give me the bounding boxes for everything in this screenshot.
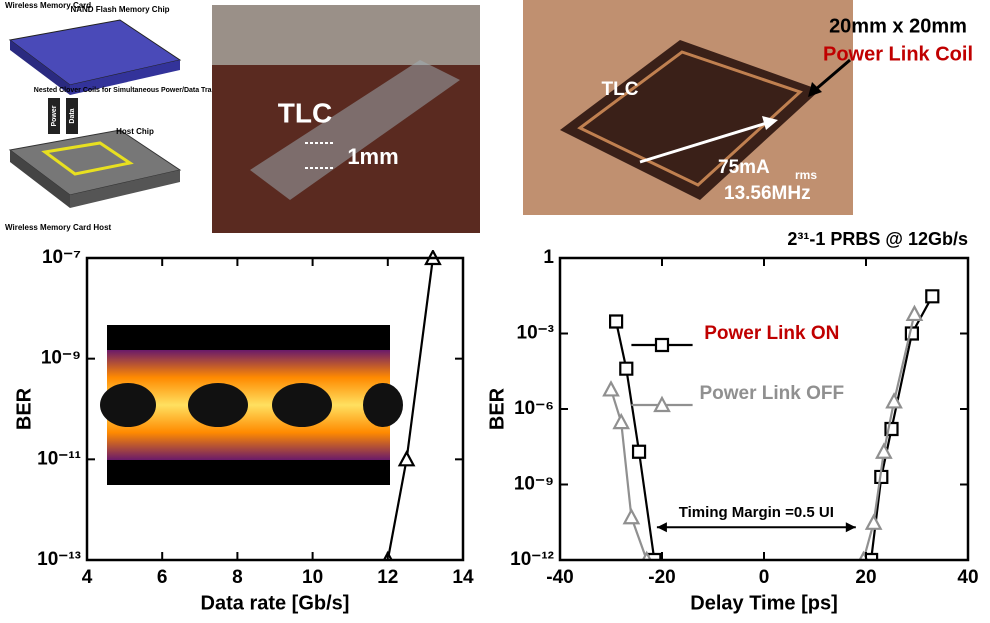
eye-opening	[363, 383, 403, 427]
y-tick-label: 10⁻⁶	[514, 398, 554, 419]
y-axis-label: BER	[13, 387, 35, 430]
marker	[620, 363, 632, 375]
label: 20mm x 20mm	[829, 15, 967, 37]
eye-opening	[188, 383, 248, 427]
label: rms	[795, 168, 817, 182]
photo: TLC 1mm	[212, 5, 480, 233]
eye-opening	[272, 383, 332, 427]
x-tick-label: 10	[302, 567, 323, 588]
legend-label: Power Link OFF	[697, 383, 847, 405]
arrow-head	[846, 522, 856, 532]
photo: TLC 20mm x 20mm Power Link Coil 75mA rms…	[523, 0, 973, 215]
y-tick-label: 10⁻⁷	[42, 247, 81, 268]
marker	[610, 315, 622, 327]
label: TLC	[602, 79, 639, 100]
marker	[656, 339, 668, 351]
marker	[614, 415, 628, 428]
label: 75mA	[718, 157, 770, 178]
photo-bg	[212, 5, 480, 65]
x-tick-label: 4	[82, 567, 93, 588]
label: 1mm	[347, 144, 398, 169]
figure-svg: Wireless Memory Card NAND Flash Memory C…	[0, 0, 990, 623]
label: Power	[51, 105, 58, 126]
arrow-head	[657, 522, 667, 532]
y-tick-label: 10⁻¹²	[510, 549, 554, 570]
y-tick-label: 10⁻⁹	[514, 474, 554, 495]
label: TLC	[278, 97, 332, 128]
diagram: Wireless Memory Card NAND Flash Memory C…	[5, 1, 246, 232]
figure: Wireless Memory Card NAND Flash Memory C…	[0, 0, 990, 623]
marker	[926, 290, 938, 302]
y-tick-label: 10⁻⁹	[41, 348, 81, 369]
label: Power Link Coil	[823, 43, 973, 65]
label: NAND Flash Memory Chip	[70, 5, 169, 14]
x-tick-label: 40	[957, 567, 978, 588]
y-tick-label: 10⁻¹³	[37, 549, 81, 570]
x-tick-label: 20	[855, 567, 876, 588]
label: Wireless Memory Card Host	[5, 223, 112, 232]
marker	[624, 510, 638, 523]
x-tick-label: 0	[759, 567, 770, 588]
y-tick-label: 10⁻³	[517, 323, 555, 344]
x-tick-label: 6	[157, 567, 168, 588]
annotation: Timing Margin =0.5 UI	[679, 504, 834, 521]
marker	[604, 382, 618, 395]
y-axis-label: BER	[486, 387, 508, 430]
y-tick-label: 1	[543, 247, 554, 268]
y-tick-label: 10⁻¹¹	[37, 448, 81, 469]
label: 13.56MHz	[724, 183, 811, 204]
x-tick-label: -40	[546, 567, 573, 588]
x-axis-label: Delay Time [ps]	[690, 592, 837, 614]
x-tick-label: -20	[648, 567, 675, 588]
x-tick-label: 14	[452, 567, 474, 588]
chart-title: 2³¹-1 PRBS @ 12Gb/s	[787, 229, 968, 249]
marker	[867, 516, 881, 529]
eye-opening	[100, 383, 156, 427]
marker	[633, 446, 645, 458]
eye-diagram	[100, 325, 403, 485]
x-axis-label: Data rate [Gb/s]	[201, 592, 350, 614]
x-tick-label: 8	[232, 567, 243, 588]
label: Host Chip	[116, 127, 154, 136]
marker	[907, 307, 921, 320]
legend-label: Power Link ON	[697, 323, 847, 345]
label: Data	[69, 108, 76, 123]
x-tick-label: 12	[377, 567, 398, 588]
marker	[400, 452, 414, 465]
